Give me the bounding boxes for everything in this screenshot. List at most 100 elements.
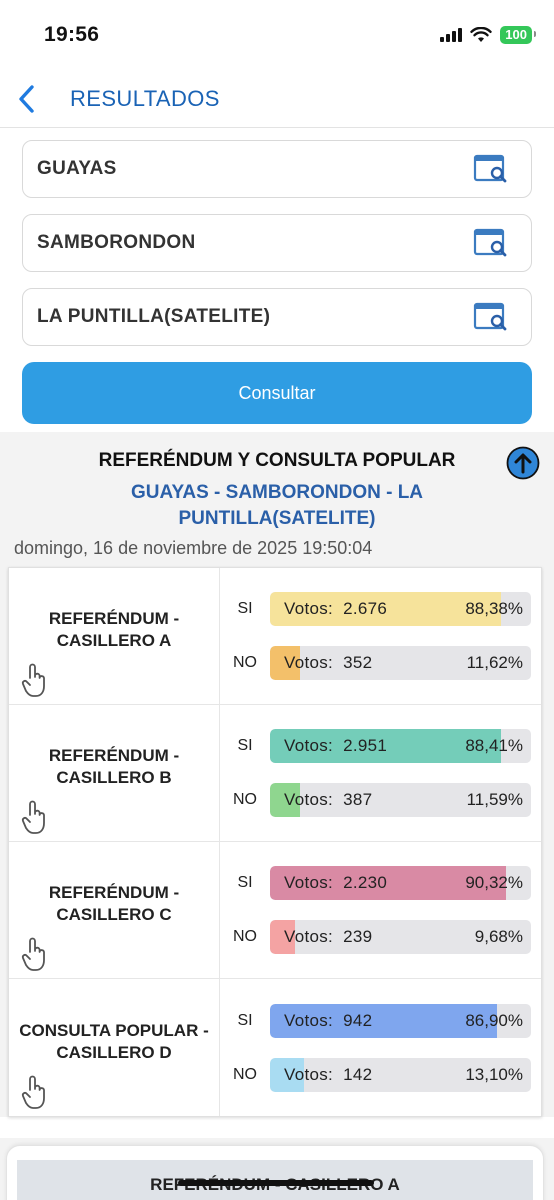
- province-value: GUAYAS: [37, 158, 117, 179]
- result-label: CONSULTA POPULAR - CASILLERO D: [19, 1020, 209, 1064]
- votes-value: 2.230: [343, 873, 388, 892]
- search-list-icon[interactable]: [473, 301, 509, 333]
- votes-label: Votos:: [284, 736, 334, 755]
- result-row[interactable]: REFERÉNDUM - CASILLERO C SI Votos: 2.230 90,…: [9, 842, 541, 979]
- status-time: 19:56: [44, 23, 100, 46]
- vote-bar: Votos: 2.230 90,32%: [270, 866, 531, 900]
- search-list-icon[interactable]: [473, 227, 509, 259]
- province-select[interactable]: GUAYAS: [22, 140, 532, 198]
- vote-line: NO Votos: 142 13,10%: [220, 1057, 531, 1092]
- result-bars: SI Votos: 942 86,90% NO Votos: 142 13,10%: [220, 979, 541, 1116]
- option-label: NO: [233, 928, 257, 945]
- result-label: REFERÉNDUM - CASILLERO B: [49, 745, 179, 789]
- option-label: SI: [237, 600, 253, 617]
- option-label: NO: [233, 1065, 257, 1083]
- vote-line: NO Votos: 352 11,62%: [220, 646, 531, 680]
- votes-percent: 88,38%: [465, 599, 523, 618]
- result-label-line2: CASILLERO A: [56, 631, 172, 650]
- tap-hand-icon[interactable]: [21, 1074, 47, 1112]
- vote-bar-text: Votos: 942 86,90%: [284, 1004, 523, 1038]
- cellular-signal-icon: [440, 28, 463, 42]
- vote-bar-fill: [270, 866, 506, 900]
- votes-label: Votos:: [284, 873, 334, 892]
- result-row[interactable]: REFERÉNDUM - CASILLERO B SI Votos: 2.951 88,…: [9, 705, 541, 842]
- votes-label: Votos:: [284, 653, 334, 672]
- votes-percent: 11,59%: [466, 790, 523, 809]
- result-label-line2: CASILLERO B: [56, 768, 172, 787]
- vote-bar-text: Votos: 239 9,68%: [284, 920, 523, 954]
- vote-bar-fill: [270, 920, 296, 954]
- results-section: REFERÉNDUM Y CONSULTA POPULAR GUAYAS - S…: [0, 432, 554, 1117]
- tap-hand-icon[interactable]: [21, 799, 47, 837]
- option-label: SI: [237, 737, 253, 754]
- votes-percent: 11,62%: [466, 653, 523, 672]
- vote-bar-text: Votos: 142 13,10%: [284, 1058, 523, 1092]
- votes-label: Votos:: [284, 1010, 334, 1030]
- vote-bar-text: Votos: 387 11,59%: [284, 783, 523, 817]
- detail-card: REFERÉNDUM - CASILLERO A: [6, 1145, 544, 1200]
- vote-bar-text: Votos: 2.676 88,38%: [284, 592, 523, 626]
- search-list-icon[interactable]: [473, 153, 509, 185]
- votes-count: Votos: 239: [284, 927, 372, 947]
- votes-count: Votos: 142: [284, 1065, 372, 1085]
- chevron-left-icon: [19, 84, 34, 113]
- vote-bar: Votos: 387 11,59%: [270, 783, 531, 817]
- votes-label: Votos:: [284, 599, 334, 618]
- votes-value: 2.676: [343, 599, 388, 618]
- option-label: SI: [237, 874, 253, 891]
- result-label-cell[interactable]: REFERÉNDUM - CASILLERO C: [9, 842, 220, 978]
- results-location: GUAYAS - SAMBORONDON - LA PUNTILLA(SATEL…: [130, 482, 424, 529]
- result-label-line1: REFERÉNDUM -: [48, 746, 180, 765]
- vote-bar: Votos: 942 86,90%: [270, 1003, 531, 1038]
- canton-select[interactable]: SAMBORONDON: [22, 214, 532, 272]
- wifi-icon: [470, 27, 492, 42]
- votes-percent: 13,10%: [465, 1064, 523, 1084]
- votes-value: 387: [343, 790, 373, 809]
- filter-form: GUAYAS SAMBORONDON LA PUNTILLA(SATELITE)…: [0, 128, 554, 424]
- results-date: domingo, 16 de noviembre de 2025 19:50:0…: [14, 538, 373, 558]
- vote-bar: Votos: 2.676 88,38%: [270, 592, 531, 626]
- tap-hand-icon[interactable]: [21, 936, 47, 974]
- vote-bar: Votos: 142 13,10%: [270, 1057, 531, 1092]
- result-label: REFERÉNDUM - CASILLERO A: [49, 608, 179, 652]
- arrow-up-circle-icon[interactable]: [506, 446, 540, 480]
- votes-value: 239: [343, 927, 373, 946]
- vote-bar-fill: [270, 729, 501, 763]
- votes-percent: 88,41%: [465, 736, 523, 755]
- vote-bar-text: Votos: 2.230 90,32%: [284, 866, 523, 900]
- result-row[interactable]: CONSULTA POPULAR - CASILLERO D SI Votos: 94…: [9, 979, 541, 1116]
- vote-bar: Votos: 239 9,68%: [270, 920, 531, 954]
- parish-select[interactable]: LA PUNTILLA(SATELITE): [22, 288, 532, 346]
- page-title: RESULTADOS: [70, 85, 220, 111]
- votes-value: 142: [343, 1064, 373, 1084]
- option-label: SI: [237, 1011, 253, 1029]
- option-label: NO: [233, 654, 257, 671]
- vote-line: SI Votos: 942 86,90%: [220, 1003, 531, 1038]
- result-label-cell[interactable]: REFERÉNDUM - CASILLERO A: [9, 568, 220, 704]
- votes-label: Votos:: [284, 927, 334, 946]
- votes-percent: 86,90%: [465, 1010, 523, 1030]
- tap-hand-icon[interactable]: [21, 662, 47, 700]
- parish-value: LA PUNTILLA(SATELITE): [37, 306, 271, 327]
- results-title-row: REFERÉNDUM Y CONSULTA POPULAR: [0, 446, 554, 480]
- home-indicator[interactable]: [178, 1180, 374, 1186]
- votes-value: 2.951: [343, 736, 388, 755]
- vote-line: NO Votos: 239 9,68%: [220, 920, 531, 954]
- result-bars: SI Votos: 2.676 88,38% NO Votos: 352 11,62%: [220, 568, 541, 704]
- result-bars: SI Votos: 2.230 90,32% NO Votos: 239 9,68%: [220, 842, 541, 978]
- result-row[interactable]: REFERÉNDUM - CASILLERO A SI Votos: 2.676 88,…: [9, 568, 541, 705]
- result-label-cell[interactable]: REFERÉNDUM - CASILLERO B: [9, 705, 220, 841]
- vote-bar-fill: [270, 1057, 305, 1092]
- votes-value: 352: [343, 653, 373, 672]
- consult-button[interactable]: Consultar: [22, 362, 532, 424]
- results-title: REFERÉNDUM Y CONSULTA POPULAR: [98, 450, 456, 471]
- result-label: REFERÉNDUM - CASILLERO C: [49, 882, 179, 926]
- votes-count: Votos: 387: [284, 790, 372, 810]
- result-label-line2: CASILLERO D: [56, 1042, 172, 1062]
- votes-percent: 9,68%: [474, 927, 523, 946]
- back-button[interactable]: [10, 79, 42, 119]
- vote-line: SI Votos: 2.676 88,38%: [220, 592, 531, 626]
- vote-bar: Votos: 352 11,62%: [270, 646, 531, 680]
- result-label-cell[interactable]: CONSULTA POPULAR - CASILLERO D: [9, 979, 220, 1116]
- result-bars: SI Votos: 2.951 88,41% NO Votos: 387 11,59%: [220, 705, 541, 841]
